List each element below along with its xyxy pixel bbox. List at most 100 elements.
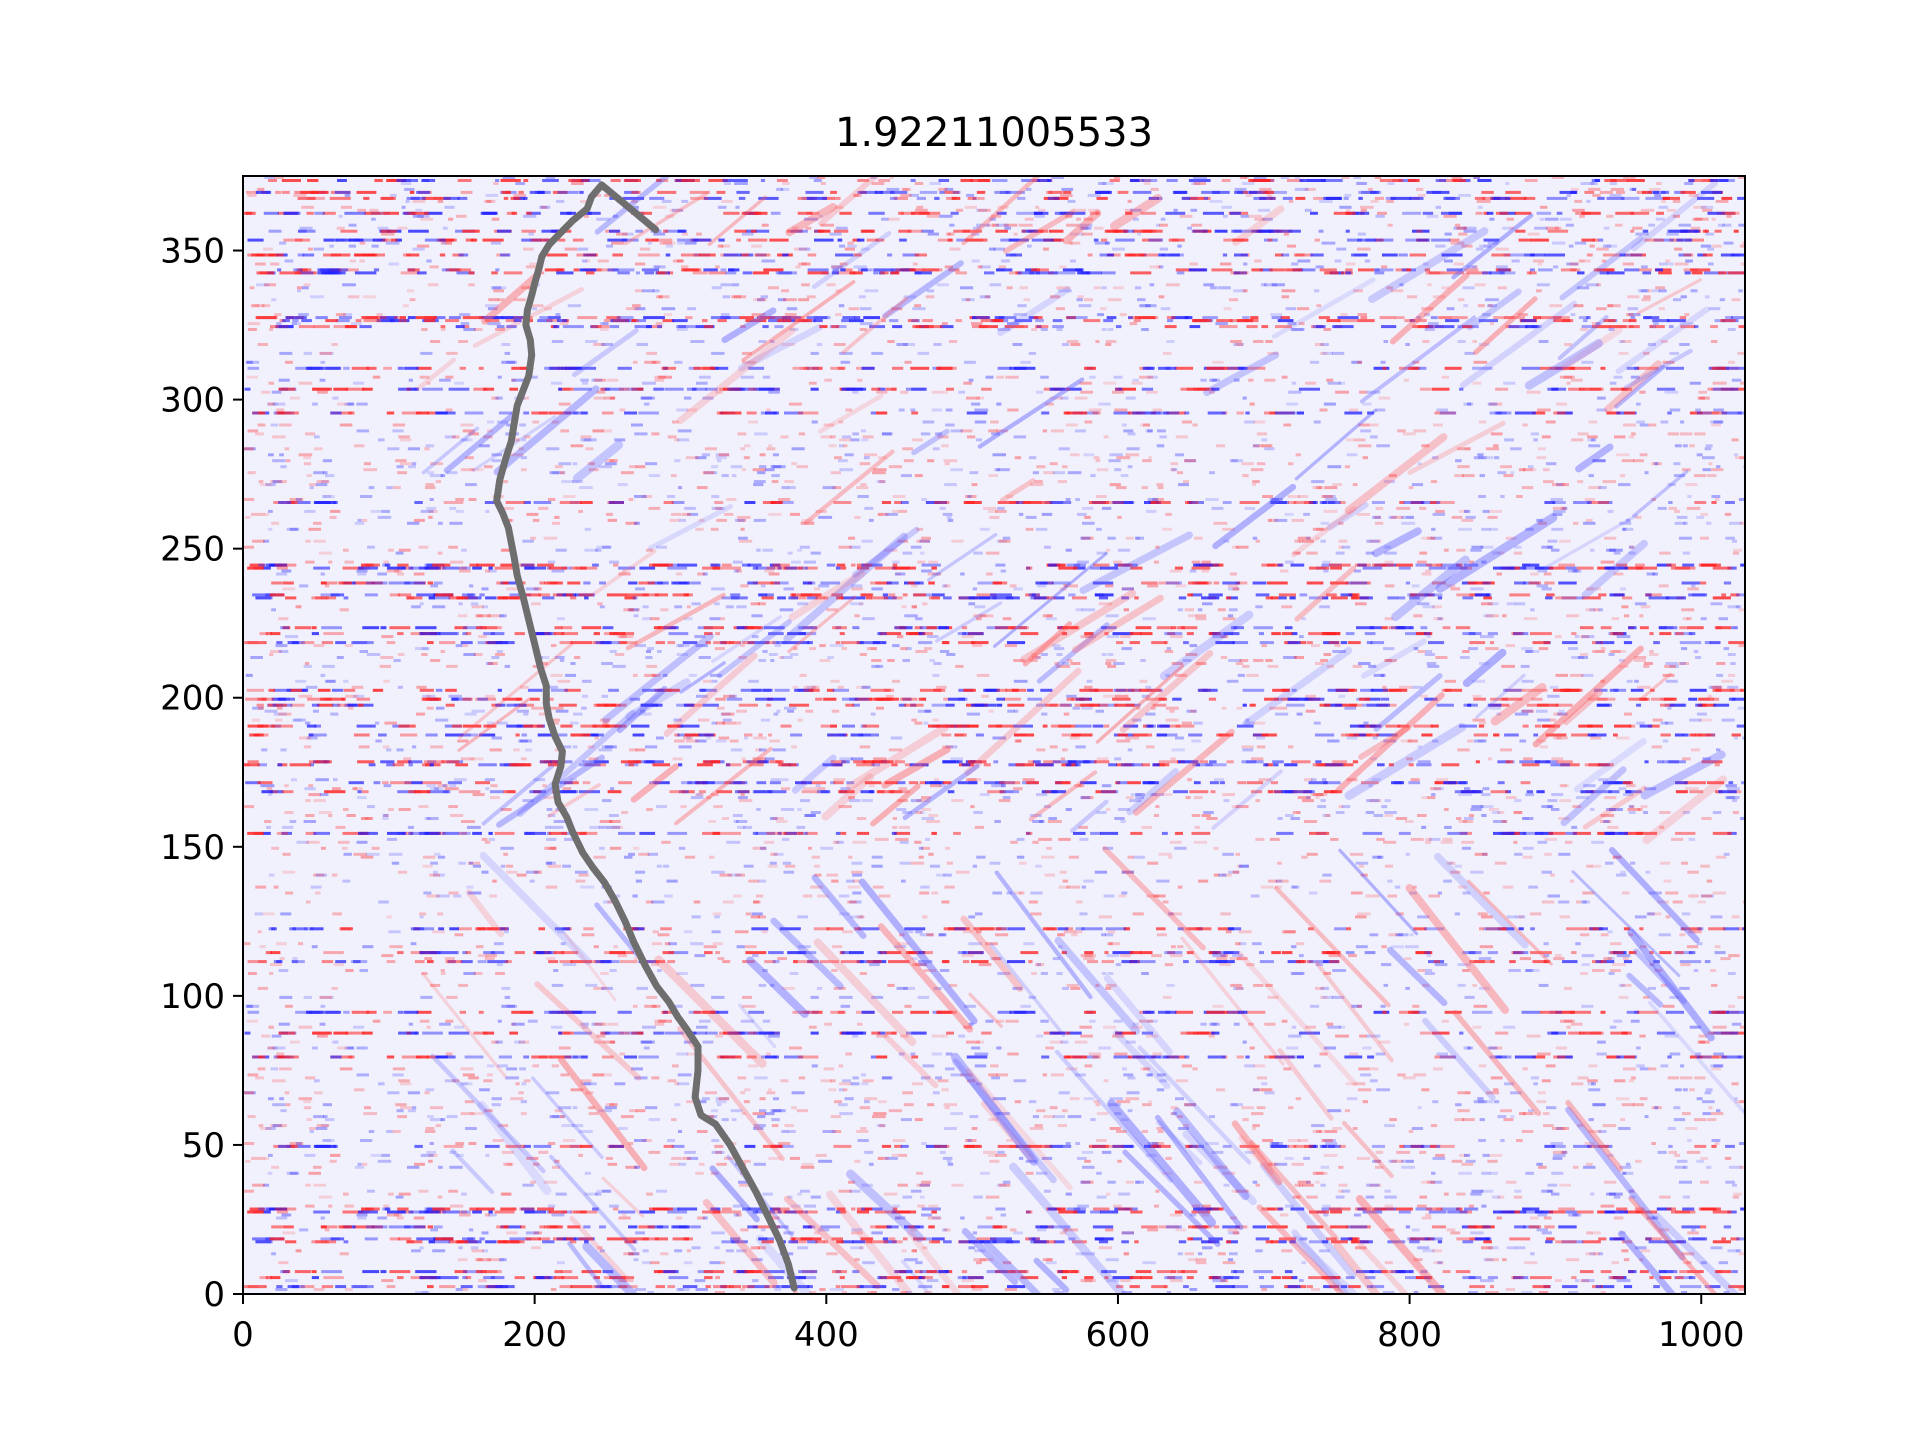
heatmap-cell [834,229,849,233]
heatmap-cell [1203,196,1209,200]
heatmap-cell [1381,265,1388,269]
heatmap-cell [1338,521,1344,525]
heatmap-cell [293,193,307,197]
heatmap-cell [1386,286,1393,290]
heatmap-cell [485,596,497,600]
heatmap-cell [971,483,978,487]
heatmap-cell [1721,211,1740,215]
heatmap-cell [1294,539,1301,543]
heatmap-cell [439,238,454,242]
heatmap-cell [659,179,669,182]
heatmap-cell [412,199,426,203]
heatmap-cell [445,408,453,412]
heatmap-cell [343,548,349,552]
heatmap-cell [1682,444,1688,448]
heatmap-cell [932,718,939,722]
heatmap-cell [1483,596,1492,600]
heatmap-cell [1715,199,1729,203]
heatmap-cell [844,453,854,457]
heatmap-cell [1119,313,1127,317]
heatmap-cell [472,566,482,570]
heatmap-cell [1351,253,1368,257]
heatmap-cell [1436,703,1454,707]
heatmap-cell [1368,187,1373,191]
heatmap-cell [766,408,771,412]
heatmap-cell [344,644,353,648]
heatmap-cell [1310,211,1318,215]
heatmap-cell [1530,608,1535,612]
heatmap-cell [1552,512,1563,516]
heatmap-cell [911,718,917,722]
heatmap-cell [1441,375,1449,379]
heatmap-cell [420,351,433,355]
heatmap-cell [553,325,560,329]
heatmap-cell [638,581,655,585]
heatmap-cell [506,587,518,591]
heatmap-cell [1325,498,1338,501]
heatmap-cell [1147,375,1158,379]
heatmap-cell [1619,253,1626,257]
heatmap-cell [742,563,751,567]
heatmap-cell [1182,196,1204,200]
heatmap-cell [974,703,996,707]
heatmap-cell [551,381,563,385]
heatmap-cell [1514,581,1526,585]
heatmap-cell [1707,211,1726,215]
heatmap-cell [1560,506,1567,510]
heatmap-cell [963,501,976,504]
heatmap-cell [380,196,396,200]
heatmap-cell [885,387,897,391]
heatmap-cell [770,501,784,504]
heatmap-cell [1327,381,1342,385]
heatmap-cell [760,718,771,722]
heatmap-cell [843,444,848,448]
heatmap-cell [975,438,983,442]
heatmap-cell [1514,545,1522,549]
heatmap-cell [463,653,476,656]
heatmap-cell [1092,581,1114,585]
heatmap-cell [1220,656,1228,659]
heatmap-cell [558,462,572,466]
heatmap-cell [624,387,637,391]
heatmap-cell [932,447,940,451]
heatmap-cell [734,182,748,185]
heatmap-cell [1350,581,1371,585]
heatmap-cell [1672,199,1681,203]
heatmap-cell [892,325,903,329]
heatmap-cell [1308,501,1317,504]
heatmap-cell [1706,474,1717,478]
heatmap-cell [1107,664,1116,668]
heatmap-cell [1489,527,1499,531]
heatmap-cell [265,483,276,487]
heatmap-cell [551,688,569,692]
heatmap-cell [937,435,949,439]
heatmap-cell [563,495,576,498]
heatmap-cell [1031,238,1054,242]
heatmap-cell [1399,179,1417,182]
heatmap-cell [1558,709,1565,713]
heatmap-cell [1568,244,1574,248]
heatmap-cell [1689,718,1702,722]
heatmap-cell [800,521,815,525]
heatmap-cell [622,232,634,236]
heatmap-cell [721,199,733,203]
heatmap-cell [264,176,275,179]
heatmap-cell [623,608,634,612]
heatmap-cell [927,572,942,576]
heatmap-cell [714,501,724,504]
heatmap-cell [925,501,948,504]
heatmap-cell [1274,706,1288,710]
heatmap-cell [768,572,780,576]
heatmap-cell [868,518,874,522]
heatmap-cell [528,232,534,236]
heatmap-cell [807,271,829,275]
heatmap-cell [1265,659,1273,662]
heatmap-cell [1439,411,1457,415]
heatmap-cell [751,614,763,618]
heatmap-cell [1441,211,1462,215]
heatmap-cell [426,259,432,263]
heatmap-cell [1554,635,1562,639]
heatmap-cell [1503,381,1516,385]
heatmap-cell [941,444,949,448]
heatmap-cell [1269,498,1283,501]
